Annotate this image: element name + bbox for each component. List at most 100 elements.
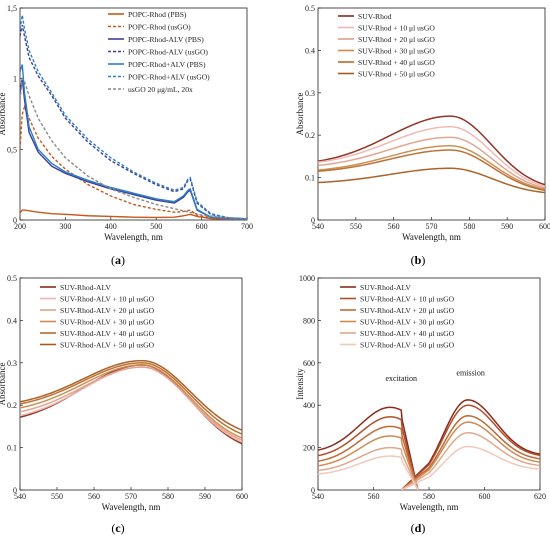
legend-entry: SUV-Rhod-ALV + 10 μl usGO [360, 294, 455, 303]
legend-entry: SUV-Rhod-ALV + 50 μl usGO [60, 340, 155, 349]
y-tick-label: 1000 [299, 274, 315, 283]
y-tick-label: 0.3 [305, 89, 315, 98]
legend-entry: POPC-Rhod+ALV (PBS) [128, 60, 206, 69]
legend-entry: SUV-Rhod-ALV + 20 μl usGO [360, 306, 455, 315]
series-line [20, 24, 247, 220]
excitation-line [318, 425, 419, 490]
panel-label: (a) [111, 253, 125, 267]
plot-area [318, 115, 545, 194]
emission-line [400, 404, 540, 490]
y-tick-label: 0.2 [7, 401, 17, 410]
y-tick-label: 0.4 [7, 316, 17, 325]
x-tick-label: 600 [236, 492, 248, 501]
excitation-line [318, 416, 419, 490]
legend-entry: SUV-Rhod + 50 μl usGO [358, 69, 435, 78]
y-axis-label: Intensity [295, 368, 305, 400]
series-line [20, 362, 242, 435]
chart-panel-4: 540 560 580 600 620 0 200 400 600 800 1000 Waveleng… [295, 274, 546, 535]
x-tick-label: 550 [350, 222, 362, 231]
legend-entry: SUV-Rhod-ALV + 20 μl usGO [60, 306, 155, 315]
legend-entry: SUV-Rhod-ALV + 40 μl usGO [360, 329, 455, 338]
excitation-line [318, 435, 419, 490]
x-tick-label: 590 [199, 492, 211, 501]
y-tick-label: 0.1 [7, 444, 17, 453]
emission-annotation: emission [456, 369, 484, 378]
series-line [318, 125, 545, 188]
x-tick-label: 580 [423, 492, 435, 501]
plot-area [318, 399, 540, 490]
x-tick-label: 500 [150, 222, 162, 231]
excitation-line [318, 406, 419, 490]
x-tick-label: 600 [479, 492, 491, 501]
y-tick-label: 0.5 [7, 274, 17, 283]
y-tick-label: 600 [303, 359, 315, 368]
legend-entry: SUV-Rhod-ALV [60, 283, 111, 292]
legend-entry: POPC-Rhod-ALV (usGO) [128, 47, 208, 56]
legend-entry: SUV-Rhod + 20 μl usGO [358, 35, 435, 44]
legend-entry: SUV-Rhod + 10 μl usGO [358, 23, 435, 32]
series-line [318, 167, 545, 194]
legend-entry: SUV-Rhod + 40 μl usGO [358, 58, 435, 67]
emission-line [400, 421, 540, 490]
legend-entry: usGO 20 μg/mL, 20x [128, 85, 193, 94]
x-tick-label: 540 [312, 492, 324, 501]
plot-area [20, 359, 242, 445]
x-tick-label: 300 [59, 222, 71, 231]
chart-panel-3: 540 550 560 570 580 590 600 0 0.1 0.2 0.3 0.4 0.5 Wav… [0, 274, 248, 535]
legend-entry: SUV-Rhod-ALV + 50 μl usGO [360, 340, 455, 349]
y-tick-label: 0.2 [305, 131, 315, 140]
emission-line [400, 399, 540, 490]
series-line [318, 136, 545, 189]
x-tick-label: 570 [426, 222, 438, 231]
y-tick-label: 0 [13, 486, 17, 495]
x-tick-label: 580 [162, 492, 174, 501]
y-axis-label: Absorbance [0, 93, 7, 136]
legend-entry: POPC-Rhod (usGO) [128, 22, 191, 31]
y-tick-label: 0.1 [305, 174, 315, 183]
y-tick-label: 0,5 [7, 145, 17, 154]
y-tick-label: 800 [303, 316, 315, 325]
series-line [318, 149, 545, 192]
legend-entry: POPC-Rhod-ALV (PBS) [128, 35, 204, 44]
series-line [20, 78, 247, 220]
series-line [20, 64, 247, 220]
x-tick-label: 400 [105, 222, 117, 231]
excitation-annotation: excitation [385, 374, 417, 383]
x-tick-label: 580 [463, 222, 475, 231]
legend-entry: SUV-Rhod [358, 12, 392, 21]
x-tick-label: 600 [196, 222, 208, 231]
x-tick-label: 570 [125, 492, 137, 501]
y-tick-label: 1 [13, 75, 17, 84]
series-line [20, 366, 242, 441]
y-tick-label: 0 [311, 216, 315, 225]
y-axis-label: Absorbance [0, 363, 7, 406]
legend-entry: SUV-Rhod + 30 μl usGO [358, 46, 435, 55]
plot-area [20, 14, 247, 220]
excitation-line [318, 455, 419, 490]
y-tick-label: 0.4 [305, 46, 315, 55]
chart-panel-2: 540 550 560 570 580 590 600 0 0.1 0.2 0.3 0.4 0.5 Wav… [295, 4, 550, 267]
emission-line [400, 415, 540, 490]
series-line [318, 145, 545, 191]
x-axis-label: Wavelength, nm [402, 232, 461, 242]
x-tick-label: 620 [534, 492, 546, 501]
x-tick-label: 590 [501, 222, 513, 231]
emission-line [400, 445, 540, 490]
panel-label: (b) [411, 253, 426, 267]
y-axis-label: Absorbance [295, 93, 305, 136]
x-tick-label: 560 [368, 492, 380, 501]
series-line [20, 209, 247, 220]
x-tick-label: 540 [14, 492, 26, 501]
y-tick-label: 0.3 [7, 359, 17, 368]
chart-panel-1: 200 300 400 500 600 700 0 0,5 1 1,5 Wavelength, nm… [0, 4, 253, 267]
x-axis-label: Wavelength, nm [400, 502, 459, 512]
excitation-line [318, 446, 419, 490]
plot-frame [19, 7, 248, 221]
panel-label: (c) [111, 521, 124, 535]
y-tick-label: 200 [303, 444, 315, 453]
legend-entry: SUV-Rhod-ALV + 30 μl usGO [60, 317, 155, 326]
x-tick-label: 560 [88, 492, 100, 501]
series-line [20, 76, 247, 220]
series-line [318, 115, 545, 186]
y-tick-label: 0 [311, 486, 315, 495]
